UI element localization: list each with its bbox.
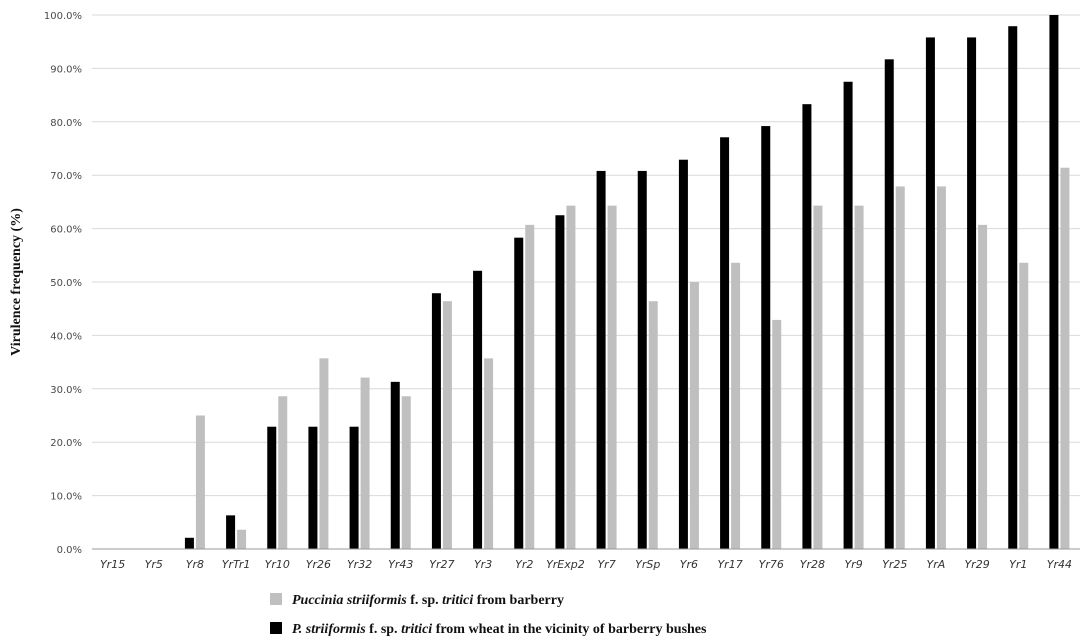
y-axis-label: Virulence frequency (%)	[9, 208, 24, 356]
x-tick-label: YrTr1	[222, 558, 251, 571]
y-tick-label: 0.0%	[57, 545, 82, 556]
y-tick-label: 90.0%	[50, 64, 82, 75]
x-tick-label: Yr9	[844, 558, 862, 571]
x-tick-label: Yr3	[474, 558, 492, 571]
legend-label-wheat: P. striiformis f. sp. tritici from wheat…	[292, 622, 707, 637]
bar-barberry-yr7	[607, 205, 617, 549]
x-tick-label: Yr28	[800, 558, 825, 571]
bar-wheat-yr3	[473, 270, 483, 549]
bars	[184, 15, 1070, 550]
bar-barberry-yr29	[978, 224, 988, 549]
bar-wheat-yr10	[267, 426, 277, 549]
bar-wheat-yr26	[308, 426, 318, 549]
x-tick-label: Yr2	[515, 558, 533, 571]
x-tick-label: Yr1	[1009, 558, 1027, 571]
x-tick-label: Yr6	[680, 558, 698, 571]
bar-wheat-yr29	[967, 37, 977, 549]
x-tick-label: Yr29	[964, 558, 989, 571]
bar-wheat-yr76	[761, 126, 771, 550]
bar-wheat-yr44	[1049, 15, 1059, 549]
bar-barberry-yr1	[1019, 262, 1029, 549]
x-tick-label: Yr43	[388, 558, 413, 571]
bar-barberry-yr3	[484, 358, 494, 549]
bar-barberry-yra	[936, 186, 946, 549]
bar-wheat-yr1	[1008, 26, 1018, 550]
y-tick-label: 40.0%	[50, 331, 82, 342]
x-tick-label: Yr17	[717, 558, 742, 571]
bar-barberry-yr6	[689, 282, 699, 549]
legend-swatch-wheat	[270, 622, 282, 634]
x-tick-label: YrSp	[635, 558, 660, 571]
x-tick-label: Yr27	[429, 558, 454, 571]
x-tick-label: YrA	[927, 558, 946, 571]
x-tick-label: Yr76	[759, 558, 784, 571]
bar-wheat-yr32	[349, 426, 359, 549]
x-tick-label: Yr32	[347, 558, 372, 571]
bar-wheat-yrtr1	[226, 515, 236, 549]
bar-barberry-yrexp2	[566, 205, 576, 549]
bar-wheat-yr43	[390, 381, 400, 549]
bar-barberry-yr44	[1060, 167, 1070, 549]
legend: Puccinia striiformis f. sp. tritici from…	[270, 593, 707, 637]
bar-barberry-yr26	[319, 358, 329, 549]
bar-wheat-yra	[925, 37, 935, 549]
bar-wheat-yr9	[843, 81, 853, 549]
y-tick-label: 80.0%	[50, 118, 82, 129]
bar-barberry-yr9	[854, 205, 864, 549]
bar-barberry-yr2	[525, 224, 535, 549]
x-tick-labels: Yr15 Yr5 Yr8 YrTr1 Yr10 Yr26 Yr32 Yr43 Yr27 Yr3 Yr…	[100, 558, 1072, 571]
y-tick-label: 100.0%	[44, 11, 82, 22]
bar-wheat-yr17	[720, 137, 730, 549]
y-tick-label: 10.0%	[50, 492, 82, 503]
x-tick-label: Yr10	[265, 558, 290, 571]
y-tick-label: 60.0%	[50, 225, 82, 236]
bar-wheat-yrsp	[637, 170, 647, 550]
y-tick-label: 20.0%	[50, 438, 82, 449]
bar-barberry-yr28	[813, 205, 823, 549]
bar-wheat-yr27	[431, 293, 441, 549]
x-tick-label: YrExp2	[546, 558, 585, 571]
legend-label-barberry: Puccinia striiformis f. sp. tritici from…	[292, 593, 564, 608]
bar-wheat-yr25	[884, 59, 894, 550]
x-tick-label: Yr15	[100, 558, 125, 571]
bar-wheat-yr8	[184, 537, 194, 549]
y-tick-labels: 0.0% 10.0% 20.0% 30.0% 40.0% 50.0% 60.0% 70.0% 8…	[44, 11, 82, 556]
bar-barberry-yr76	[772, 319, 782, 549]
bar-barberry-yr8	[195, 415, 205, 549]
bar-barberry-yr27	[442, 301, 452, 549]
bar-wheat-yr28	[802, 104, 812, 549]
x-tick-label: Yr26	[306, 558, 331, 571]
y-tick-label: 70.0%	[50, 171, 82, 182]
bar-barberry-yrsp	[648, 301, 658, 549]
y-tick-label: 30.0%	[50, 385, 82, 396]
bar-wheat-yr7	[596, 170, 606, 550]
y-tick-label: 50.0%	[50, 278, 82, 289]
bar-barberry-yr17	[731, 262, 741, 549]
bar-wheat-yr6	[678, 159, 688, 550]
bar-barberry-yr43	[401, 396, 411, 549]
bar-wheat-yr2	[514, 237, 524, 550]
x-tick-label: Yr44	[1047, 558, 1072, 571]
bar-barberry-yr10	[278, 396, 288, 549]
x-tick-label: Yr7	[597, 558, 615, 571]
bar-barberry-yrtr1	[237, 529, 247, 549]
gridlines	[92, 14, 1080, 497]
x-tick-label: Yr5	[145, 558, 163, 571]
legend-swatch-barberry	[270, 593, 282, 605]
x-tick-label: Yr8	[186, 558, 204, 571]
bar-barberry-yr32	[360, 377, 370, 549]
x-tick-label: Yr25	[882, 558, 907, 571]
bar-wheat-yrexp2	[555, 215, 565, 549]
bar-barberry-yr25	[895, 186, 905, 549]
